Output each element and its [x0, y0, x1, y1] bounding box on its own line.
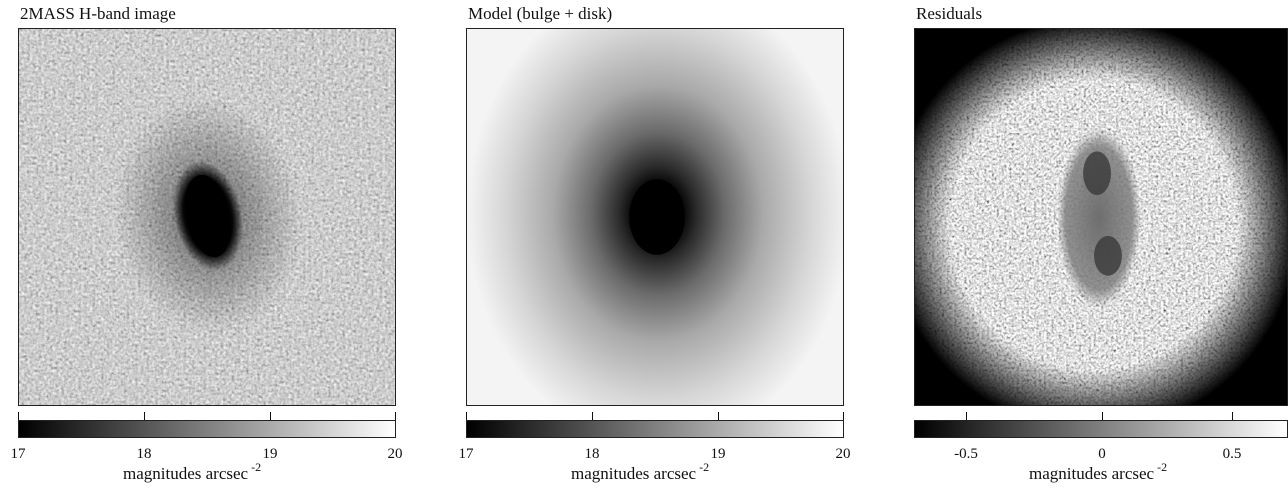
panel-title: Residuals [916, 4, 983, 23]
colorbar [914, 420, 1288, 438]
colorbar-tick-label: 20 [387, 446, 403, 462]
colorbar-tick [270, 412, 271, 420]
colorbar-tick [1232, 412, 1233, 420]
unit-text: magnitudes arcsec [1029, 464, 1155, 483]
colorbar-tick-label: 20 [835, 446, 851, 462]
galaxy-image [18, 28, 396, 406]
colorbar-tick-label: 17 [458, 446, 474, 462]
colorbar-tick [1102, 412, 1103, 420]
unit-exponent: -2 [1157, 460, 1168, 474]
panel-title: 2MASS H-band image [20, 4, 176, 23]
colorbar [18, 420, 396, 438]
colorbar-tick [144, 412, 145, 420]
unit-text: magnitudes arcsec [571, 464, 697, 483]
colorbar-tick-label: 19 [710, 446, 726, 462]
colorbar-unit-label: magnitudes arcsec -2 [123, 460, 261, 484]
panel-model: Model (bulge + disk) 17 18 19 2 [459, 0, 851, 491]
colorbar-tick [466, 412, 467, 420]
residuals-image [914, 28, 1288, 406]
colorbar-tick-label: -0.5 [954, 446, 978, 462]
colorbar-tick [843, 412, 844, 420]
panel-residuals: Residuals [914, 0, 1288, 491]
unit-text: magnitudes arcsec [123, 464, 249, 483]
colorbar [466, 420, 844, 438]
colorbar-tick-label: 18 [136, 446, 152, 462]
colorbar-tick [966, 412, 967, 420]
unit-exponent: -2 [251, 460, 262, 474]
panel-title: Model (bulge + disk) [468, 4, 613, 23]
panel-hband-image: 2MASS H-band image [11, 0, 403, 491]
colorbar-unit-label: magnitudes arcsec -2 [1029, 460, 1167, 484]
colorbar-tick-label: 17 [10, 446, 26, 462]
colorbar-tick [718, 412, 719, 420]
colorbar-unit-label: magnitudes arcsec -2 [571, 460, 709, 484]
colorbar-tick-label: 0 [1098, 446, 1106, 462]
colorbar-tick-label: 19 [262, 446, 278, 462]
colorbar-tick-label: 18 [584, 446, 600, 462]
colorbar-tick-label: 0.5 [1222, 446, 1242, 462]
colorbar-tick [592, 412, 593, 420]
colorbar-tick [18, 412, 19, 420]
unit-exponent: -2 [699, 460, 710, 474]
colorbar-tick [395, 412, 396, 420]
model-image [466, 28, 844, 406]
